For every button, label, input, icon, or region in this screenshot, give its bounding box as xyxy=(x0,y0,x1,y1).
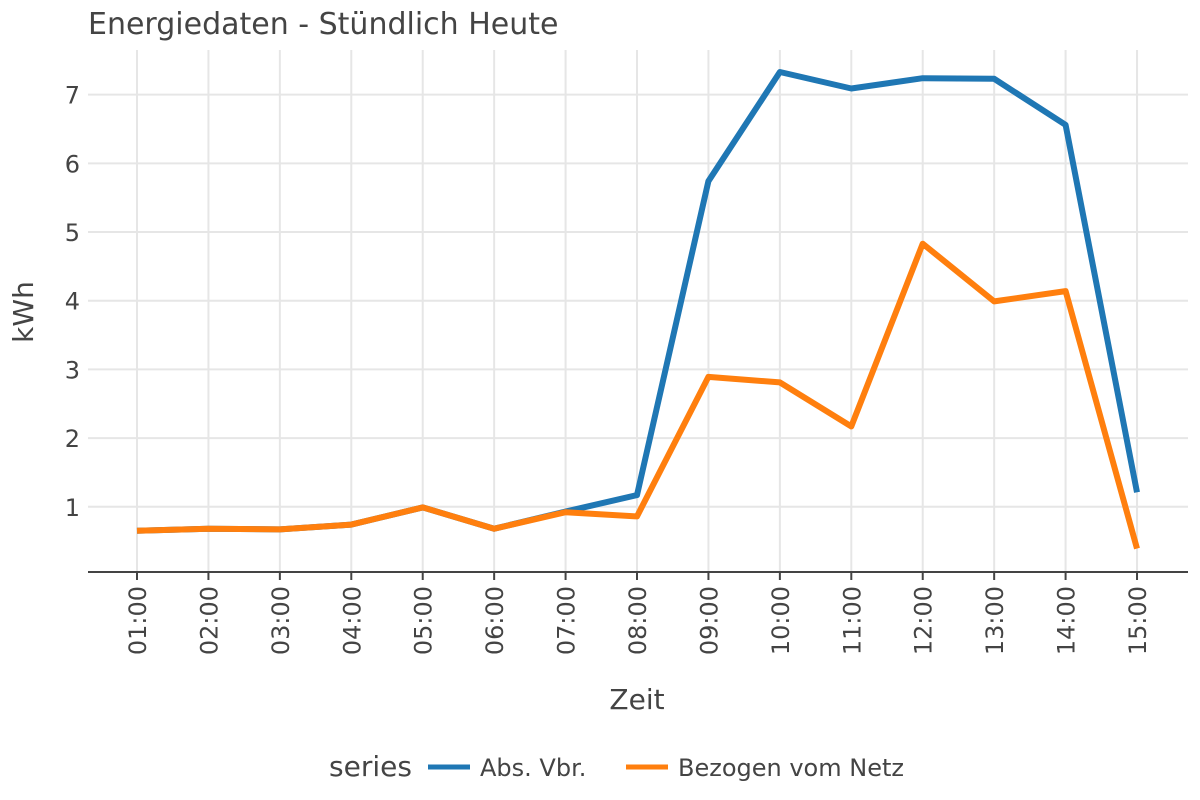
legend-label: Bezogen vom Netz xyxy=(678,754,904,782)
y-tick-label: 7 xyxy=(65,82,80,110)
x-tick-label: 02:00 xyxy=(195,586,223,655)
y-tick-label: 1 xyxy=(65,494,80,522)
x-tick-label: 14:00 xyxy=(1053,586,1081,655)
legend: series Abs. Vbr. Bezogen vom Netz xyxy=(329,750,904,783)
x-tick-label: 01:00 xyxy=(124,586,152,655)
legend-item-bezogen-vom-netz: Bezogen vom Netz xyxy=(626,754,904,782)
y-tick-label: 5 xyxy=(65,219,80,247)
y-axis-title: kWh xyxy=(7,281,40,343)
series-line-bezogen-vom-netz xyxy=(136,240,1140,550)
legend-item-abs-vbr: Abs. Vbr. xyxy=(428,754,586,782)
series-lines xyxy=(136,69,1140,550)
x-tick-label: 09:00 xyxy=(695,586,723,655)
legend-title: series xyxy=(329,750,412,783)
x-tick-label: 08:00 xyxy=(624,586,652,655)
x-tick-label: 04:00 xyxy=(338,586,366,655)
x-tick-label: 11:00 xyxy=(838,586,866,655)
x-tick-label: 12:00 xyxy=(910,586,938,655)
legend-label: Abs. Vbr. xyxy=(480,754,586,782)
x-tick-label: 03:00 xyxy=(267,586,295,655)
x-axis-title: Zeit xyxy=(609,683,664,716)
axes: 01:00 02:00 03:00 04:00 05:00 06:00 07:00 08:00… xyxy=(65,82,1188,655)
y-tick-label: 2 xyxy=(65,425,80,453)
x-tick-label: 05:00 xyxy=(410,586,438,655)
y-tick-label: 4 xyxy=(65,288,80,316)
chart-title: Energiedaten - Stündlich Heute xyxy=(88,7,558,42)
x-tick-label: 10:00 xyxy=(767,586,795,655)
x-tick-label: 13:00 xyxy=(981,586,1009,655)
x-tick-label: 06:00 xyxy=(481,586,509,655)
y-tick-label: 3 xyxy=(65,356,80,384)
y-tick-label: 6 xyxy=(65,150,80,178)
x-tick-label: 15:00 xyxy=(1124,586,1152,655)
grid xyxy=(88,50,1188,572)
x-tick-label: 07:00 xyxy=(553,586,581,655)
